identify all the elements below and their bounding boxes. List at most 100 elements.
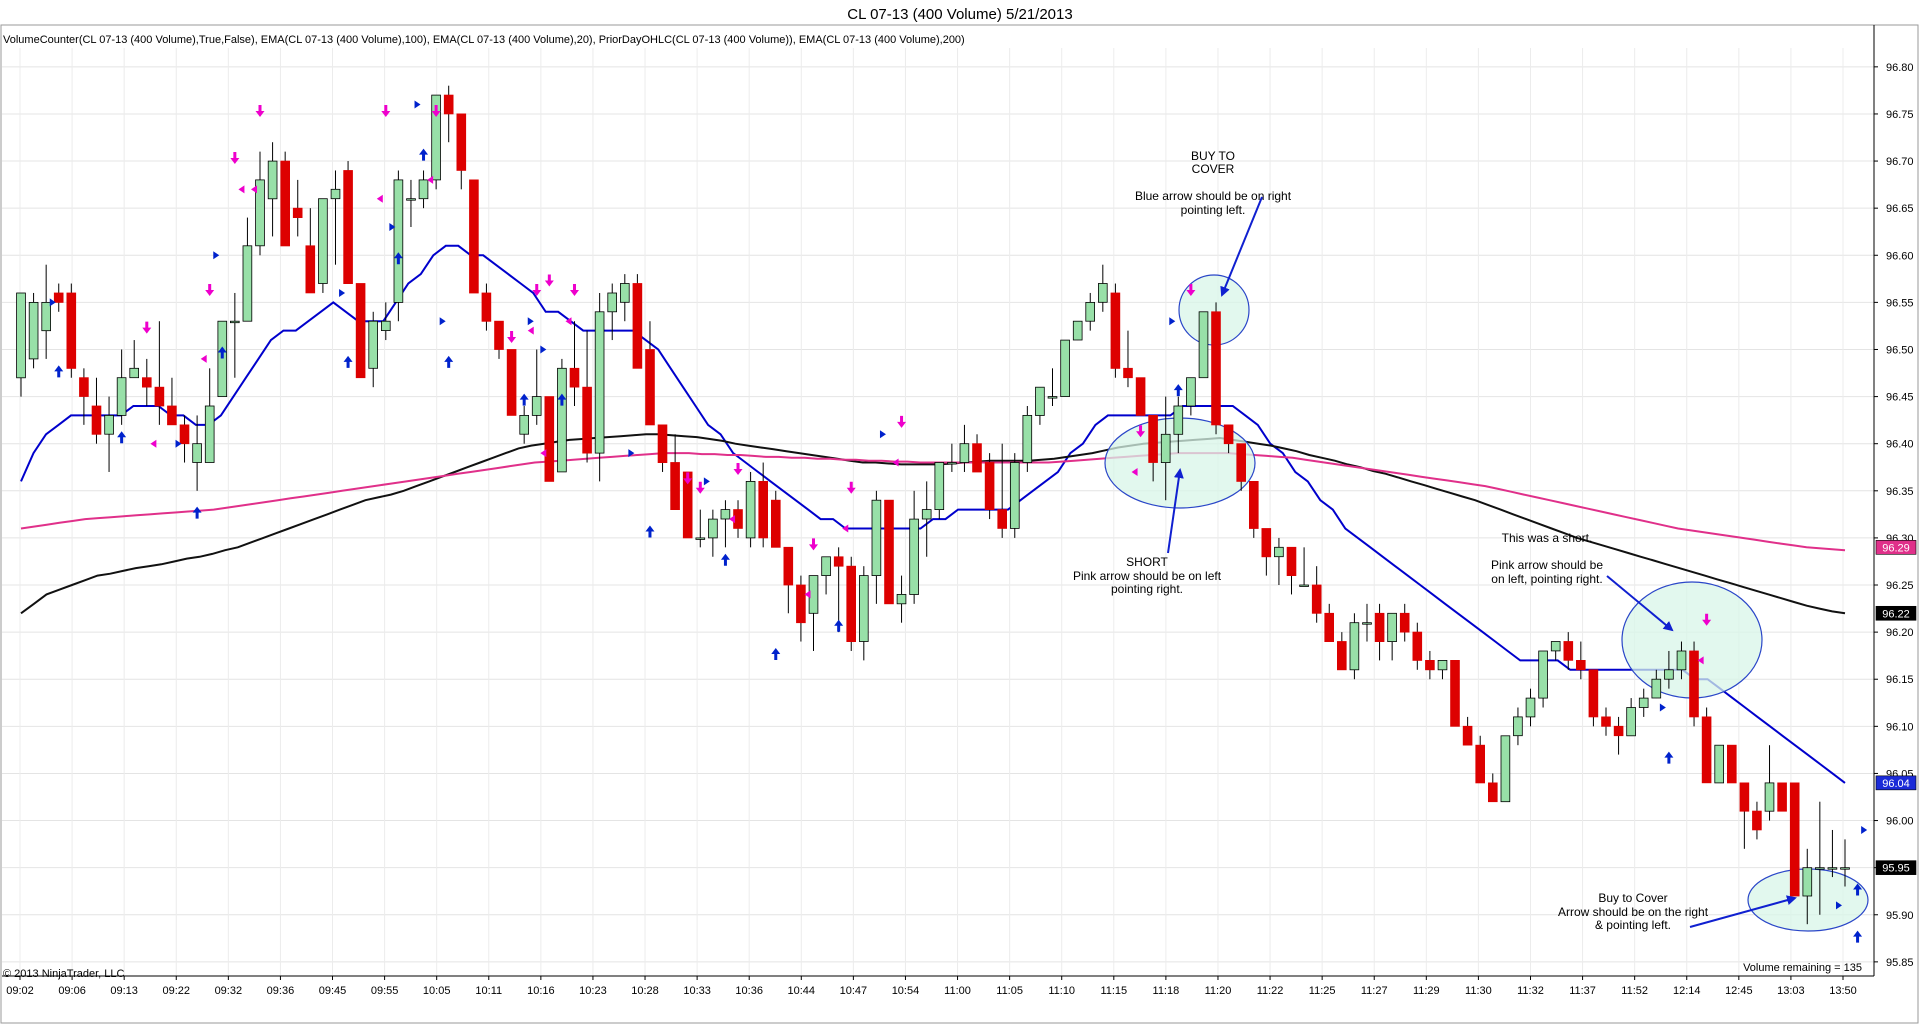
candle-down: [79, 377, 89, 397]
candle-down: [481, 292, 492, 322]
candle-down: [972, 443, 982, 473]
candle-up: [695, 537, 706, 540]
blue-up-arrow-icon: [645, 525, 655, 538]
candle-up: [1349, 622, 1360, 671]
price-badge: [1875, 605, 1917, 621]
x-tick-label: 09:22: [162, 985, 190, 997]
candle-down: [682, 471, 693, 539]
candle-down: [343, 170, 353, 284]
candle-up: [1362, 622, 1372, 625]
candle-down: [292, 207, 303, 218]
pink-down-arrow-icon: [1702, 613, 1712, 626]
candle-up: [255, 179, 265, 247]
x-tick-label: 11:15: [1100, 985, 1127, 997]
blue-right-marker-icon: [540, 345, 547, 354]
candle-down: [657, 424, 668, 463]
candle-down: [884, 499, 894, 605]
candle-up: [557, 367, 567, 473]
pink-down-arrow-icon: [381, 104, 391, 117]
candle-up: [1072, 320, 1083, 341]
blue-up-arrow-icon: [1853, 883, 1863, 896]
x-tick-label: 13:50: [1829, 985, 1857, 997]
blue-up-arrow-icon: [117, 431, 127, 444]
candle-up: [318, 198, 328, 284]
volume-remaining: Volume remaining = 135: [1743, 962, 1862, 974]
x-tick-label: 11:25: [1309, 985, 1336, 997]
y-tick-label: 96.45: [1886, 392, 1914, 404]
candle-up: [1840, 867, 1850, 870]
blue-right-marker-icon: [1836, 901, 1842, 910]
pink-left-marker-icon: [892, 458, 899, 467]
x-tick-label: 09:55: [371, 985, 399, 997]
pink-down-arrow-icon: [569, 283, 579, 296]
candle-down: [783, 546, 794, 586]
blue-up-arrow-icon: [834, 619, 844, 632]
candle-down: [1399, 612, 1410, 633]
y-tick-label: 96.35: [1886, 486, 1914, 498]
x-tick-label: 11:29: [1413, 985, 1440, 997]
candle-down: [1689, 650, 1699, 718]
candle-down: [1374, 612, 1385, 642]
candle-down: [997, 509, 1007, 529]
candle-down: [154, 386, 165, 407]
y-tick-label: 96.70: [1886, 156, 1914, 168]
candle-down: [1412, 631, 1423, 661]
x-tick-label: 09:02: [6, 985, 34, 997]
candle-down: [179, 424, 190, 445]
x-tick-label: 10:54: [892, 985, 920, 997]
blue-right-marker-icon: [879, 430, 886, 439]
pink-down-arrow-icon: [230, 152, 240, 165]
candle-down: [1123, 367, 1133, 379]
candle-up: [1538, 650, 1548, 699]
x-tick-label: 10:28: [631, 985, 659, 997]
candle-down: [1261, 528, 1272, 558]
price-badges: 96.29 96.22 96.04 95.95: [1875, 540, 1917, 875]
pink-down-arrow-icon: [683, 472, 693, 485]
candle-up: [1060, 339, 1070, 398]
pink-left-marker-icon: [376, 194, 383, 203]
candle-up: [16, 292, 26, 379]
x-tick-label: 09:32: [215, 985, 243, 997]
pink-left-marker-icon: [527, 326, 534, 335]
pink-down-arrow-icon: [544, 274, 554, 287]
y-tick-label: 96.65: [1886, 203, 1914, 215]
candle-down: [1450, 660, 1460, 727]
candle-up: [1198, 311, 1209, 379]
candle-down: [1211, 311, 1221, 426]
x-tick-label: 11:27: [1361, 985, 1388, 997]
price-badge-label: 96.22: [1882, 608, 1910, 620]
x-tick-label: 10:05: [423, 985, 451, 997]
pink-left-marker-icon: [729, 515, 736, 524]
chart-title: CL 07-13 (400 Volume) 5/21/2013: [847, 6, 1072, 23]
blue-up-arrow-icon: [217, 346, 227, 359]
note-buy-to-cover-1-l5: pointing left.: [1181, 203, 1246, 217]
blue-up-arrow-icon: [720, 553, 730, 566]
pink-down-arrow-icon: [142, 321, 152, 334]
candle-up: [1815, 867, 1825, 870]
candle-up: [1186, 377, 1196, 407]
x-tick-label: 10:33: [683, 985, 711, 997]
candle-up: [720, 509, 731, 520]
candle-up: [1299, 584, 1309, 587]
x-tick-label: 10:16: [527, 985, 555, 997]
candle-up: [1626, 707, 1636, 737]
candle-down: [53, 292, 64, 303]
pink-down-arrow-icon: [846, 481, 856, 494]
note-short-1-l1: SHORT: [1126, 555, 1168, 569]
copyright-text: © 2013 NinjaTrader, LLC: [3, 968, 124, 980]
candle-down: [632, 283, 643, 369]
candle-down: [506, 349, 517, 416]
ema100-line: [20, 433, 1846, 615]
pink-down-arrow-icon: [808, 538, 818, 551]
pink-left-marker-icon: [200, 354, 207, 363]
candle-up: [368, 320, 378, 369]
blue-up-arrow-icon: [1664, 751, 1674, 764]
x-tick-label: 11:32: [1517, 985, 1544, 997]
candle-up: [1500, 735, 1511, 803]
x-tick-label: 12:14: [1673, 985, 1701, 997]
candle-down: [796, 584, 806, 624]
candle-down: [1110, 292, 1121, 369]
candle-up: [959, 443, 970, 463]
note-short-2-l1: This was a short.: [1502, 531, 1593, 545]
